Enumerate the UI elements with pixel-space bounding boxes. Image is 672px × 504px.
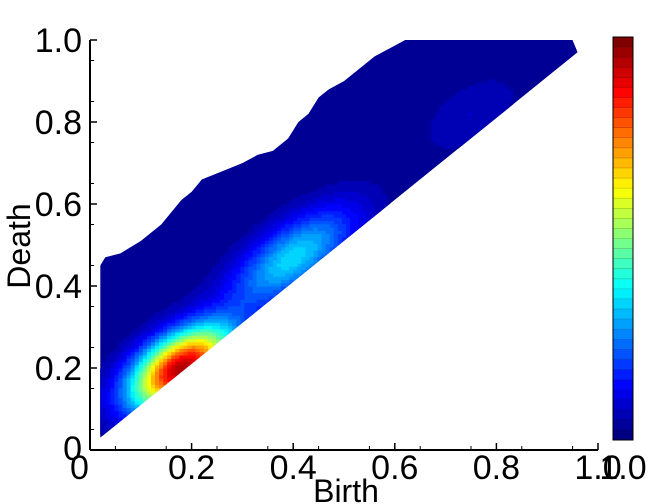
colorbar-segment: [613, 379, 633, 390]
x-ticks: 0 0.2 0.4 0.6 0.8 1.0: [70, 443, 622, 487]
x-tick-label: 0.2: [168, 449, 215, 487]
colorbar-segment: [613, 208, 633, 219]
colorbar-segment: [613, 429, 633, 441]
y-tick-label: 0: [63, 430, 82, 468]
colorbar-segment: [613, 218, 633, 229]
colorbar-segment: [613, 329, 633, 340]
heatmap-layer: [100, 40, 578, 438]
colorbar-segment: [613, 258, 633, 270]
colorbar-segment: [613, 87, 633, 98]
x-tick-label: 1.0: [574, 449, 621, 487]
colorbar-segment: [613, 309, 633, 320]
colorbar-segment: [613, 117, 633, 128]
colorbar-segment: [613, 359, 633, 370]
colorbar-segment: [613, 268, 633, 280]
axes: 0 0.2 0.4 0.6 0.8 1.0 0 0.2 0.4 0.6 0.8 1.0: [35, 22, 622, 487]
colorbar-segment: [613, 178, 633, 189]
y-tick-label: 1.0: [35, 22, 82, 60]
colorbar-frame: [612, 36, 634, 441]
plot-area: [100, 40, 578, 438]
colorbar-segment: [613, 37, 633, 48]
colorbar-segment: [613, 67, 633, 78]
y-tick-label: 0.4: [35, 268, 82, 306]
colorbar-segment: [613, 248, 633, 259]
colorbar-max-label: 1.0: [599, 449, 646, 487]
colorbar-segment: [613, 238, 633, 249]
colorbar-segment: [613, 339, 633, 350]
colorbar-segment: [613, 188, 633, 199]
colorbar-segment: [613, 127, 633, 139]
colorbar-segment: [613, 399, 633, 411]
y-tick-label: 0.6: [35, 186, 82, 224]
colorbar-segment: [613, 288, 633, 300]
y-axis-title: Death: [1, 203, 37, 288]
colorbar-segment: [613, 97, 633, 108]
x-axis-title: Birth: [313, 473, 379, 504]
colorbar-segment: [613, 57, 633, 68]
colorbar-segment: [613, 298, 633, 310]
colorbar-segment: [613, 389, 633, 401]
colorbar-segment: [613, 77, 633, 88]
y-tick-label: 0.2: [35, 350, 82, 388]
y-tick-label: 0.8: [35, 104, 82, 142]
x-tick-label: 0.8: [473, 449, 520, 487]
colorbar-segment: [613, 167, 633, 179]
colorbar-segment: [613, 47, 633, 58]
colorbar: 1.0: [599, 36, 647, 487]
colorbar-segment: [613, 278, 633, 290]
colorbar-segment: [613, 409, 633, 421]
x-tick-label: 0.6: [371, 449, 418, 487]
colorbar-segment: [613, 319, 633, 330]
colorbar-segment: [613, 228, 633, 239]
colorbar-segment: [613, 137, 633, 149]
colorbar-segment: [613, 198, 633, 209]
colorbar-segment: [613, 157, 633, 169]
x-tick-label: 0: [70, 449, 89, 487]
colorbar-segment: [613, 419, 633, 431]
x-tick-label: 0.4: [270, 449, 317, 487]
y-ticks: 0 0.2 0.4 0.6 0.8 1.0: [35, 22, 97, 468]
colorbar-segment: [613, 349, 633, 360]
colorbar-segment: [613, 107, 633, 118]
colorbar-segment: [613, 147, 633, 159]
colorbar-segment: [613, 369, 633, 380]
